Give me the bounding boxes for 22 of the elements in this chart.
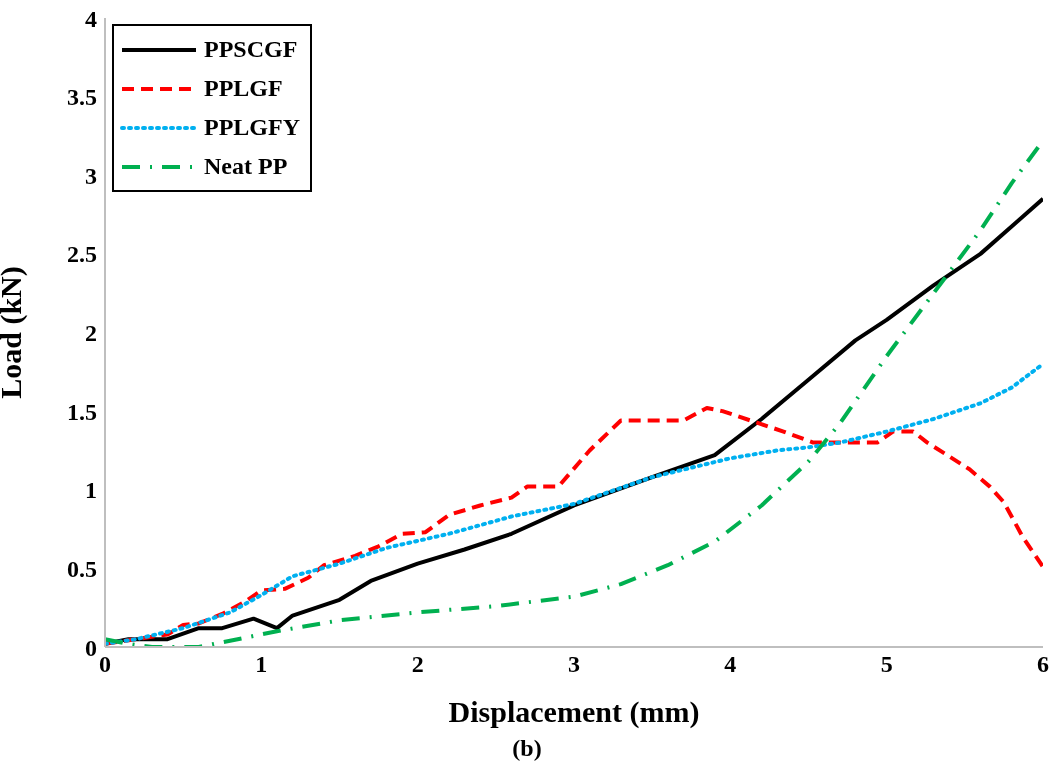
x-tick-label: 1 (255, 651, 268, 678)
y-tick-label: 0.5 (67, 555, 97, 582)
x-tick-label: 2 (411, 651, 424, 678)
legend-label: PPLGFY (204, 114, 300, 141)
y-tick-label: 0 (85, 634, 97, 661)
x-tick-label: 4 (724, 651, 737, 678)
y-tick-label: 3 (85, 162, 97, 189)
legend-label: PPLGF (204, 75, 283, 102)
x-axis-title: Displacement (mm) (448, 695, 700, 729)
y-tick-label: 3.5 (67, 84, 97, 111)
legend-label: Neat PP (204, 153, 288, 180)
y-tick-label: 2.5 (67, 241, 97, 268)
text: (b) (511, 735, 543, 762)
y-tick-label: 2 (85, 320, 97, 347)
y-tick-label: 1 (85, 477, 97, 504)
y-tick-label: 4 (85, 5, 97, 32)
y-tick-label: 1.5 (67, 398, 97, 425)
y-axis-title: Load (kN) (0, 266, 28, 399)
legend-label: PPSCGF (204, 36, 298, 63)
x-tick-label: 3 (568, 651, 580, 678)
x-tick-label: 5 (880, 651, 893, 678)
x-tick-label: 6 (1037, 651, 1049, 678)
